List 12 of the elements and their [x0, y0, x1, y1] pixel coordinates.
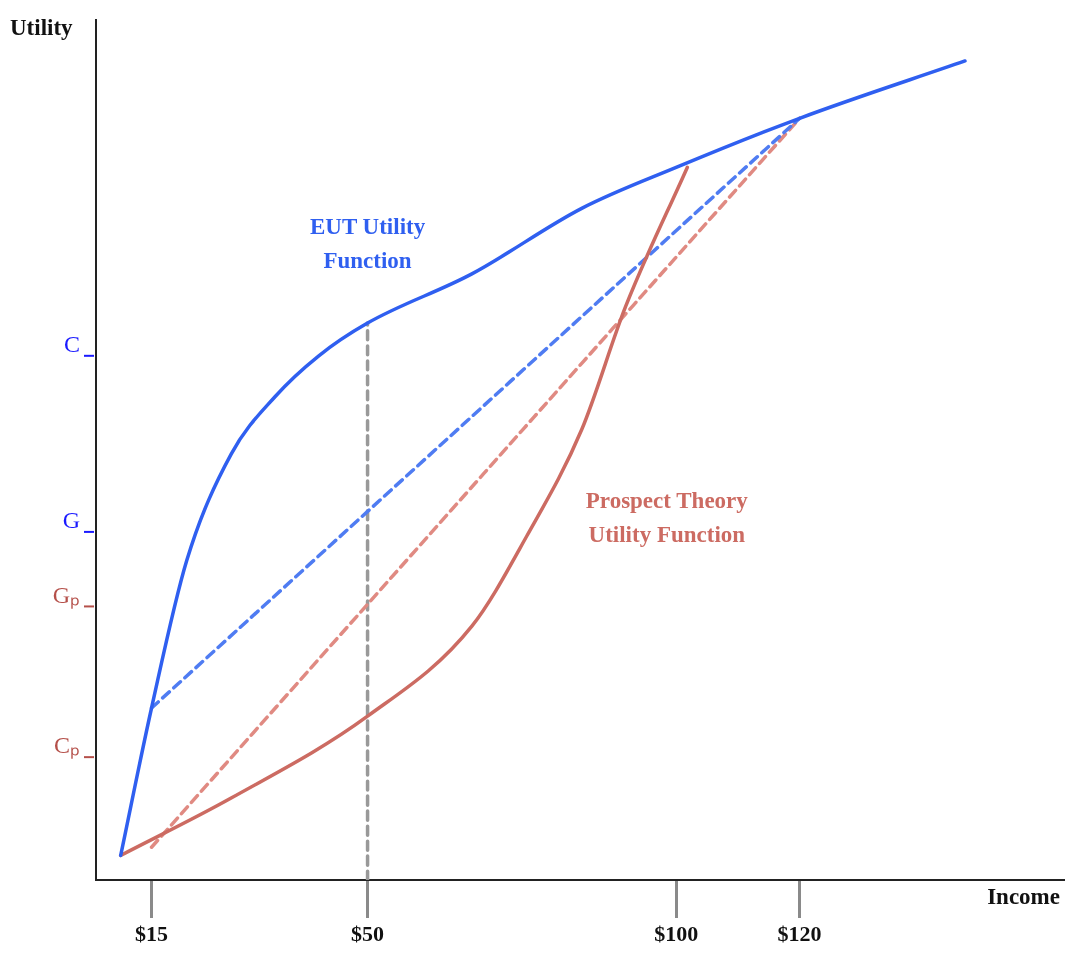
x-axis-title: Income — [987, 883, 1060, 909]
ref-line-label: Gₚ — [52, 581, 80, 609]
x-tick-label: $100 — [654, 920, 699, 946]
ref-line-label: C — [63, 331, 80, 358]
ref-line-label: G — [62, 507, 80, 534]
x-tick-label: $120 — [777, 920, 822, 946]
series-label: Prospect Theory Utility Function — [585, 487, 749, 547]
x-tick-label: $15 — [135, 920, 169, 946]
x-tick-label: $50 — [351, 920, 385, 946]
ref-line-label: Cₚ — [53, 732, 80, 760]
y-axis-title: Utility — [10, 15, 74, 41]
series-label: EUT Utility Function — [309, 213, 426, 273]
